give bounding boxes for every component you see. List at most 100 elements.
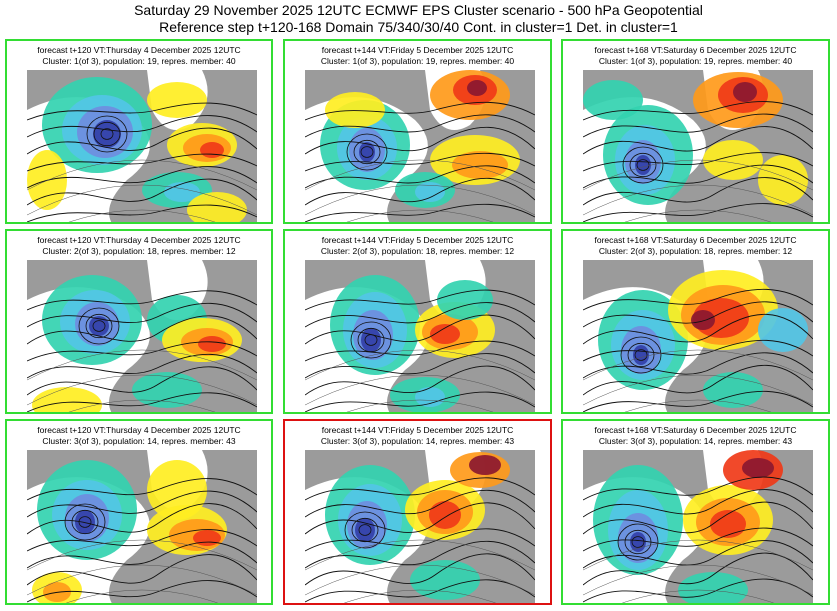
map-panel-cluster1-t144[interactable]: forecast t+144 VT:Friday 5 December 2025…	[283, 39, 552, 224]
anomaly-map	[27, 70, 257, 222]
map-panel-cluster2-t144[interactable]: forecast t+144 VT:Friday 5 December 2025…	[283, 229, 552, 414]
panel-forecast-label: forecast t+120 VT:Thursday 4 December 20…	[37, 425, 241, 435]
anomaly-shading	[429, 501, 461, 529]
low-pressure-contour	[92, 320, 106, 332]
anomaly-shading	[147, 460, 207, 520]
low-pressure-contour	[622, 146, 664, 184]
map-graphic	[27, 260, 257, 412]
anomaly-shading	[437, 280, 493, 320]
panel-forecast-label: forecast t+144 VT:Friday 5 December 2025…	[321, 425, 514, 435]
map-panel-cluster2-t120[interactable]: forecast t+120 VT:Thursday 4 December 20…	[5, 229, 273, 414]
anomaly-map	[583, 260, 813, 412]
map-panel-cluster3-t144[interactable]: forecast t+144 VT:Friday 5 December 2025…	[283, 419, 552, 605]
graticule-line	[305, 184, 535, 216]
geopotential-contour	[583, 126, 813, 155]
low-pressure-contour	[358, 524, 372, 536]
anomaly-shading	[469, 455, 501, 475]
geopotential-contour	[305, 477, 535, 501]
geopotential-contour	[27, 478, 257, 501]
panel-forecast-label: forecast t+168 VT:Saturday 6 December 20…	[594, 425, 797, 435]
anomaly-shading	[415, 182, 445, 202]
panel-cluster-label: Cluster: 1(of 3), population: 19, repres…	[42, 56, 236, 66]
panel-forecast-label: forecast t+144 VT:Friday 5 December 2025…	[321, 45, 514, 55]
panel-cluster-label: Cluster: 1(of 3), population: 19, repres…	[598, 56, 793, 66]
low-pressure-contour	[360, 146, 374, 158]
low-pressure-contour	[346, 133, 388, 171]
anomaly-shading	[147, 82, 207, 118]
low-pressure-contour	[634, 349, 648, 361]
panel-cluster-label: Cluster: 2(of 3), population: 18, repres…	[320, 246, 515, 256]
geopotential-contour	[27, 366, 257, 396]
graticule-line	[65, 589, 219, 603]
low-pressure-contour	[78, 516, 92, 528]
graticule-line	[583, 564, 813, 596]
geopotential-contour	[27, 302, 257, 328]
graticule-line	[68, 209, 216, 222]
low-pressure-contour	[64, 503, 106, 541]
low-pressure-contour	[353, 139, 381, 165]
anomaly-shading	[415, 387, 445, 407]
anomaly-shading	[93, 120, 121, 148]
panel-forecast-label: forecast t+120 VT:Thursday 4 December 20…	[37, 235, 241, 245]
low-pressure-contour	[93, 121, 121, 147]
geopotential-contour	[305, 502, 535, 535]
graticule-line	[583, 374, 813, 406]
geopotential-contour	[305, 165, 535, 189]
anomaly-shading	[758, 155, 808, 205]
anomaly-shading	[359, 142, 375, 162]
low-pressure-contour	[617, 523, 659, 561]
anomaly-shading	[691, 310, 715, 330]
geopotential-contour	[27, 341, 257, 362]
panel-cluster-label: Cluster: 3(of 3), population: 14, repres…	[320, 436, 515, 446]
panel-forecast-label: forecast t+120 VT:Thursday 4 December 20…	[37, 45, 241, 55]
map-panel-cluster1-t120[interactable]: forecast t+120 VT:Thursday 4 December 20…	[5, 39, 273, 224]
low-pressure-contour	[86, 115, 128, 153]
map-panel-cluster1-t168[interactable]: forecast t+168 VT:Saturday 6 December 20…	[561, 39, 830, 224]
anomaly-shading	[430, 324, 460, 344]
geopotential-contour	[583, 339, 813, 362]
anomaly-map	[27, 260, 257, 412]
low-pressure-contour	[636, 159, 650, 171]
graticule-line	[583, 159, 813, 191]
geopotential-contour	[583, 501, 813, 535]
graticule-line	[346, 209, 494, 222]
geopotential-contour	[583, 288, 813, 311]
panel-forecast-label: forecast t+144 VT:Friday 5 December 2025…	[321, 235, 514, 245]
anomaly-shading	[452, 151, 508, 179]
geopotential-contour	[305, 314, 535, 345]
page-subtitle: Reference step t+120-168 Domain 75/340/3…	[159, 19, 678, 35]
anomaly-shading	[198, 336, 226, 352]
low-pressure-contour	[85, 313, 113, 339]
geopotential-contour	[583, 364, 813, 396]
map-panel-cluster3-t120[interactable]: forecast t+120 VT:Thursday 4 December 20…	[5, 419, 273, 605]
map-graphic	[583, 450, 813, 603]
map-graphic	[583, 70, 813, 222]
geopotential-contour	[27, 529, 257, 552]
graticule-line	[27, 184, 257, 216]
geopotential-contour	[583, 540, 813, 569]
geopotential-contour	[27, 290, 257, 311]
graticule-line	[621, 589, 775, 603]
geopotential-contour	[305, 340, 535, 362]
map-panel-cluster3-t168[interactable]: forecast t+168 VT:Saturday 6 December 20…	[561, 419, 830, 605]
map-graphic	[305, 450, 535, 603]
map-graphic	[305, 260, 535, 412]
geopotential-contour	[583, 301, 813, 328]
map-panel-cluster2-t168[interactable]: forecast t+168 VT:Saturday 6 December 20…	[561, 229, 830, 414]
anomaly-shading	[75, 510, 95, 534]
anomaly-shading	[193, 530, 221, 546]
geopotential-contour	[583, 313, 813, 345]
graticule-line	[305, 159, 535, 191]
anomaly-map	[305, 70, 535, 222]
geopotential-contour	[27, 153, 257, 172]
anomaly-shading	[703, 140, 763, 180]
low-pressure-contour	[78, 307, 120, 345]
anomaly-map	[27, 450, 257, 603]
geopotential-contour	[27, 204, 257, 222]
anomaly-shading	[710, 510, 746, 538]
anomaly-map	[583, 450, 813, 603]
geopotential-contour	[583, 113, 813, 138]
low-pressure-contour	[629, 152, 657, 178]
anomaly-shading	[583, 80, 643, 120]
geopotential-contour	[583, 152, 813, 172]
